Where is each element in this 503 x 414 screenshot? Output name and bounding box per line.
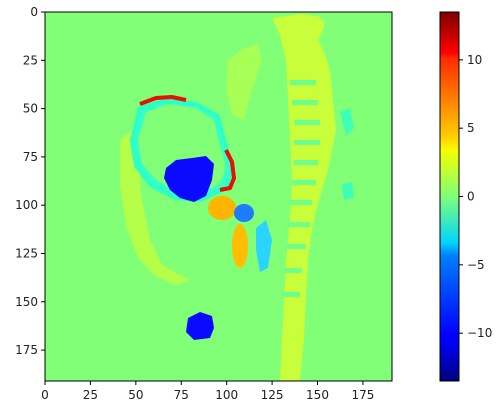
- region-orange-blob-1: [208, 196, 236, 220]
- y-tick-label: 50: [23, 102, 38, 116]
- x-tick-label: 150: [306, 388, 329, 402]
- region-dark-blue-cavity: [164, 156, 214, 202]
- x-tick-label: 0: [41, 388, 49, 402]
- y-axis: 0 25 50 75 100 125 150 175: [15, 5, 45, 357]
- colorbar-tick-label: 5: [467, 121, 475, 135]
- region-red-edge-right: [219, 149, 237, 192]
- y-tick-label: 0: [30, 5, 38, 19]
- region-blue-blob: [234, 204, 254, 222]
- x-tick-label: 25: [83, 388, 98, 402]
- vertebral-bodies: [282, 80, 320, 297]
- plot-frame: [44, 11, 393, 382]
- y-tick-label: 175: [15, 343, 38, 357]
- y-tick-label: 25: [23, 53, 38, 67]
- colorbar: 10 5 0 −5 −10: [439, 11, 492, 382]
- heatmap-regions: [120, 14, 354, 381]
- colorbar-tick-label: −10: [467, 326, 492, 340]
- region-soft-tissue-upper: [226, 44, 262, 120]
- region-cyan-dots: [342, 182, 354, 200]
- heatmap-plot: [44, 11, 393, 382]
- colorbar-tick-label: −5: [467, 258, 485, 272]
- colorbar-gradient: [439, 11, 460, 382]
- region-orange-blob-2: [232, 224, 248, 268]
- region-red-edge-top: [139, 94, 187, 106]
- x-tick-label: 75: [174, 388, 189, 402]
- colorbar-tick-label: 10: [467, 53, 482, 67]
- region-dark-blue-small: [186, 312, 214, 340]
- x-tick-label: 175: [351, 388, 374, 402]
- region-spine-column: [272, 14, 336, 381]
- y-tick-label: 75: [23, 150, 38, 164]
- x-tick-label: 100: [215, 388, 238, 402]
- y-tick-label: 100: [15, 198, 38, 212]
- x-tick-label: 50: [128, 388, 143, 402]
- colorbar-tick-label: 0: [467, 190, 475, 204]
- region-cyan-tissue: [256, 220, 272, 272]
- region-cyan-strip: [340, 108, 354, 136]
- colorbar-ticks: 10 5 0 −5 −10: [459, 53, 492, 340]
- y-tick-label: 150: [15, 295, 38, 309]
- x-axis: 0 25 50 75 100 125 150 175: [41, 381, 374, 402]
- y-tick-label: 125: [15, 246, 38, 260]
- x-tick-label: 125: [261, 388, 284, 402]
